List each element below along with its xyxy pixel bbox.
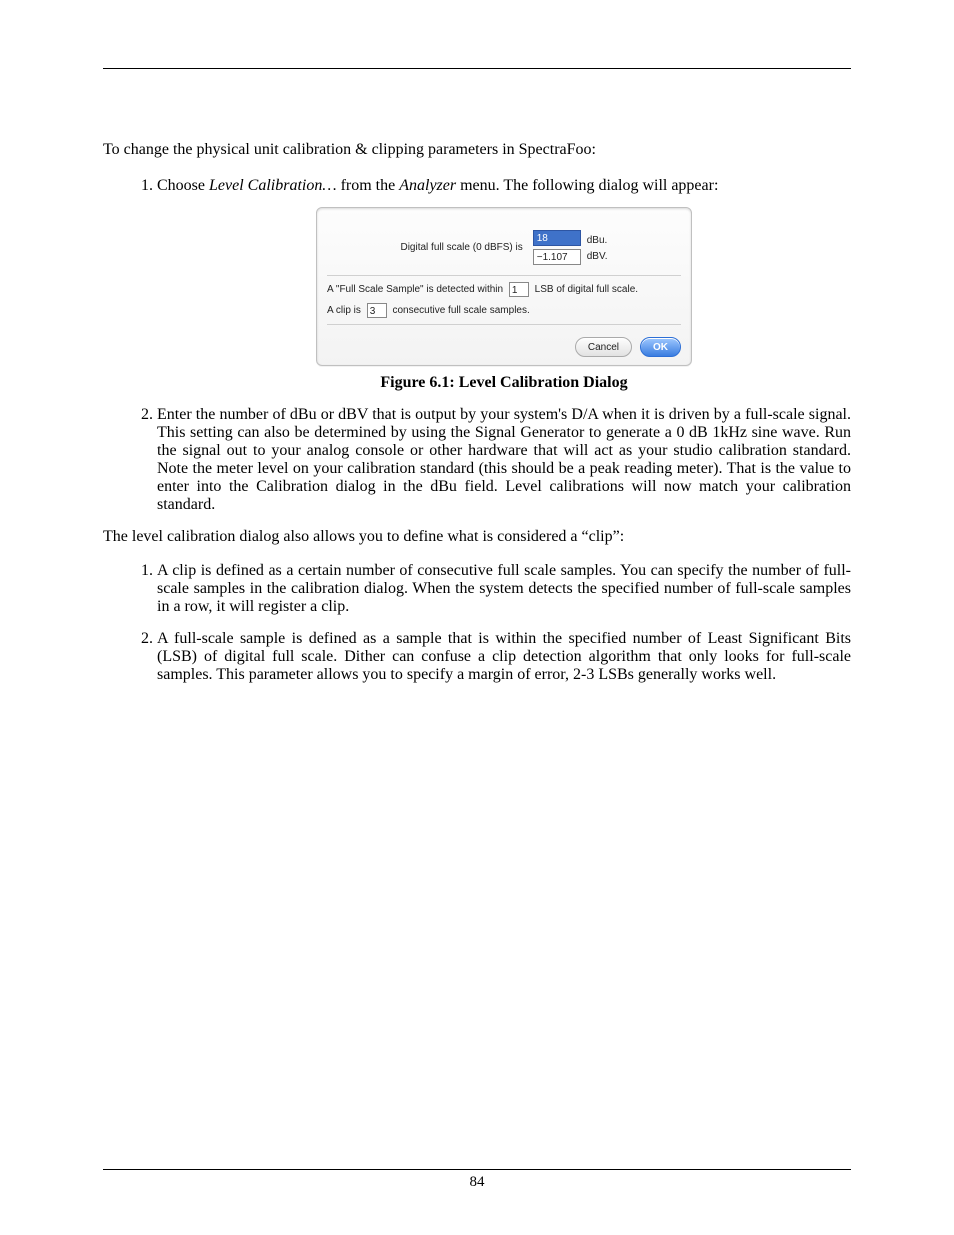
step1-prefix: Choose [157, 177, 209, 194]
footer-rule [103, 1169, 851, 1170]
dialog-divider-2 [327, 324, 681, 325]
clip-item-1: A clip is defined as a certain number of… [157, 562, 851, 616]
clip-item-2: A full-scale sample is defined as a samp… [157, 630, 851, 684]
clip-input[interactable]: 3 [367, 303, 387, 318]
top-rule [103, 68, 851, 69]
clip-post: consecutive full scale samples. [392, 305, 529, 316]
dialog-divider [327, 275, 681, 276]
intro-paragraph: To change the physical unit calibration … [103, 141, 851, 159]
dbv-unit: dBV. [587, 251, 608, 262]
step1-suffix: menu. The following dialog will appear: [456, 177, 718, 194]
step-2: Enter the number of dBu or dBV that is o… [157, 406, 851, 514]
step1-menu-name: Analyzer [399, 177, 456, 194]
clip-row: A clip is 3 consecutive full scale sampl… [327, 303, 681, 318]
scale-label: Digital full scale (0 dBFS) is [400, 242, 526, 253]
level-calibration-dialog: Digital full scale (0 dBFS) is 18 −1.107… [316, 207, 692, 366]
dbu-input[interactable]: 18 [533, 230, 581, 246]
lsb-pre: A "Full Scale Sample" is detected within [327, 284, 503, 295]
figure-caption: Figure 6.1: Level Calibration Dialog [157, 374, 851, 392]
clip-pre: A clip is [327, 305, 361, 316]
step1-menu-item: Level Calibration… [209, 177, 337, 194]
ok-button[interactable]: OK [640, 337, 681, 357]
lsb-post: LSB of digital full scale. [535, 284, 638, 295]
cancel-button[interactable]: Cancel [575, 337, 632, 357]
page-number: 84 [103, 1174, 851, 1191]
step-1: Choose Level Calibration… from the Analy… [157, 177, 851, 392]
step1-mid: from the [337, 177, 400, 194]
dbu-unit: dBu. [587, 235, 608, 246]
lsb-row: A "Full Scale Sample" is detected within… [327, 282, 681, 297]
clip-intro-paragraph: The level calibration dialog also allows… [103, 528, 851, 546]
lsb-input[interactable]: 1 [509, 282, 529, 297]
dbv-input[interactable]: −1.107 [533, 249, 581, 265]
